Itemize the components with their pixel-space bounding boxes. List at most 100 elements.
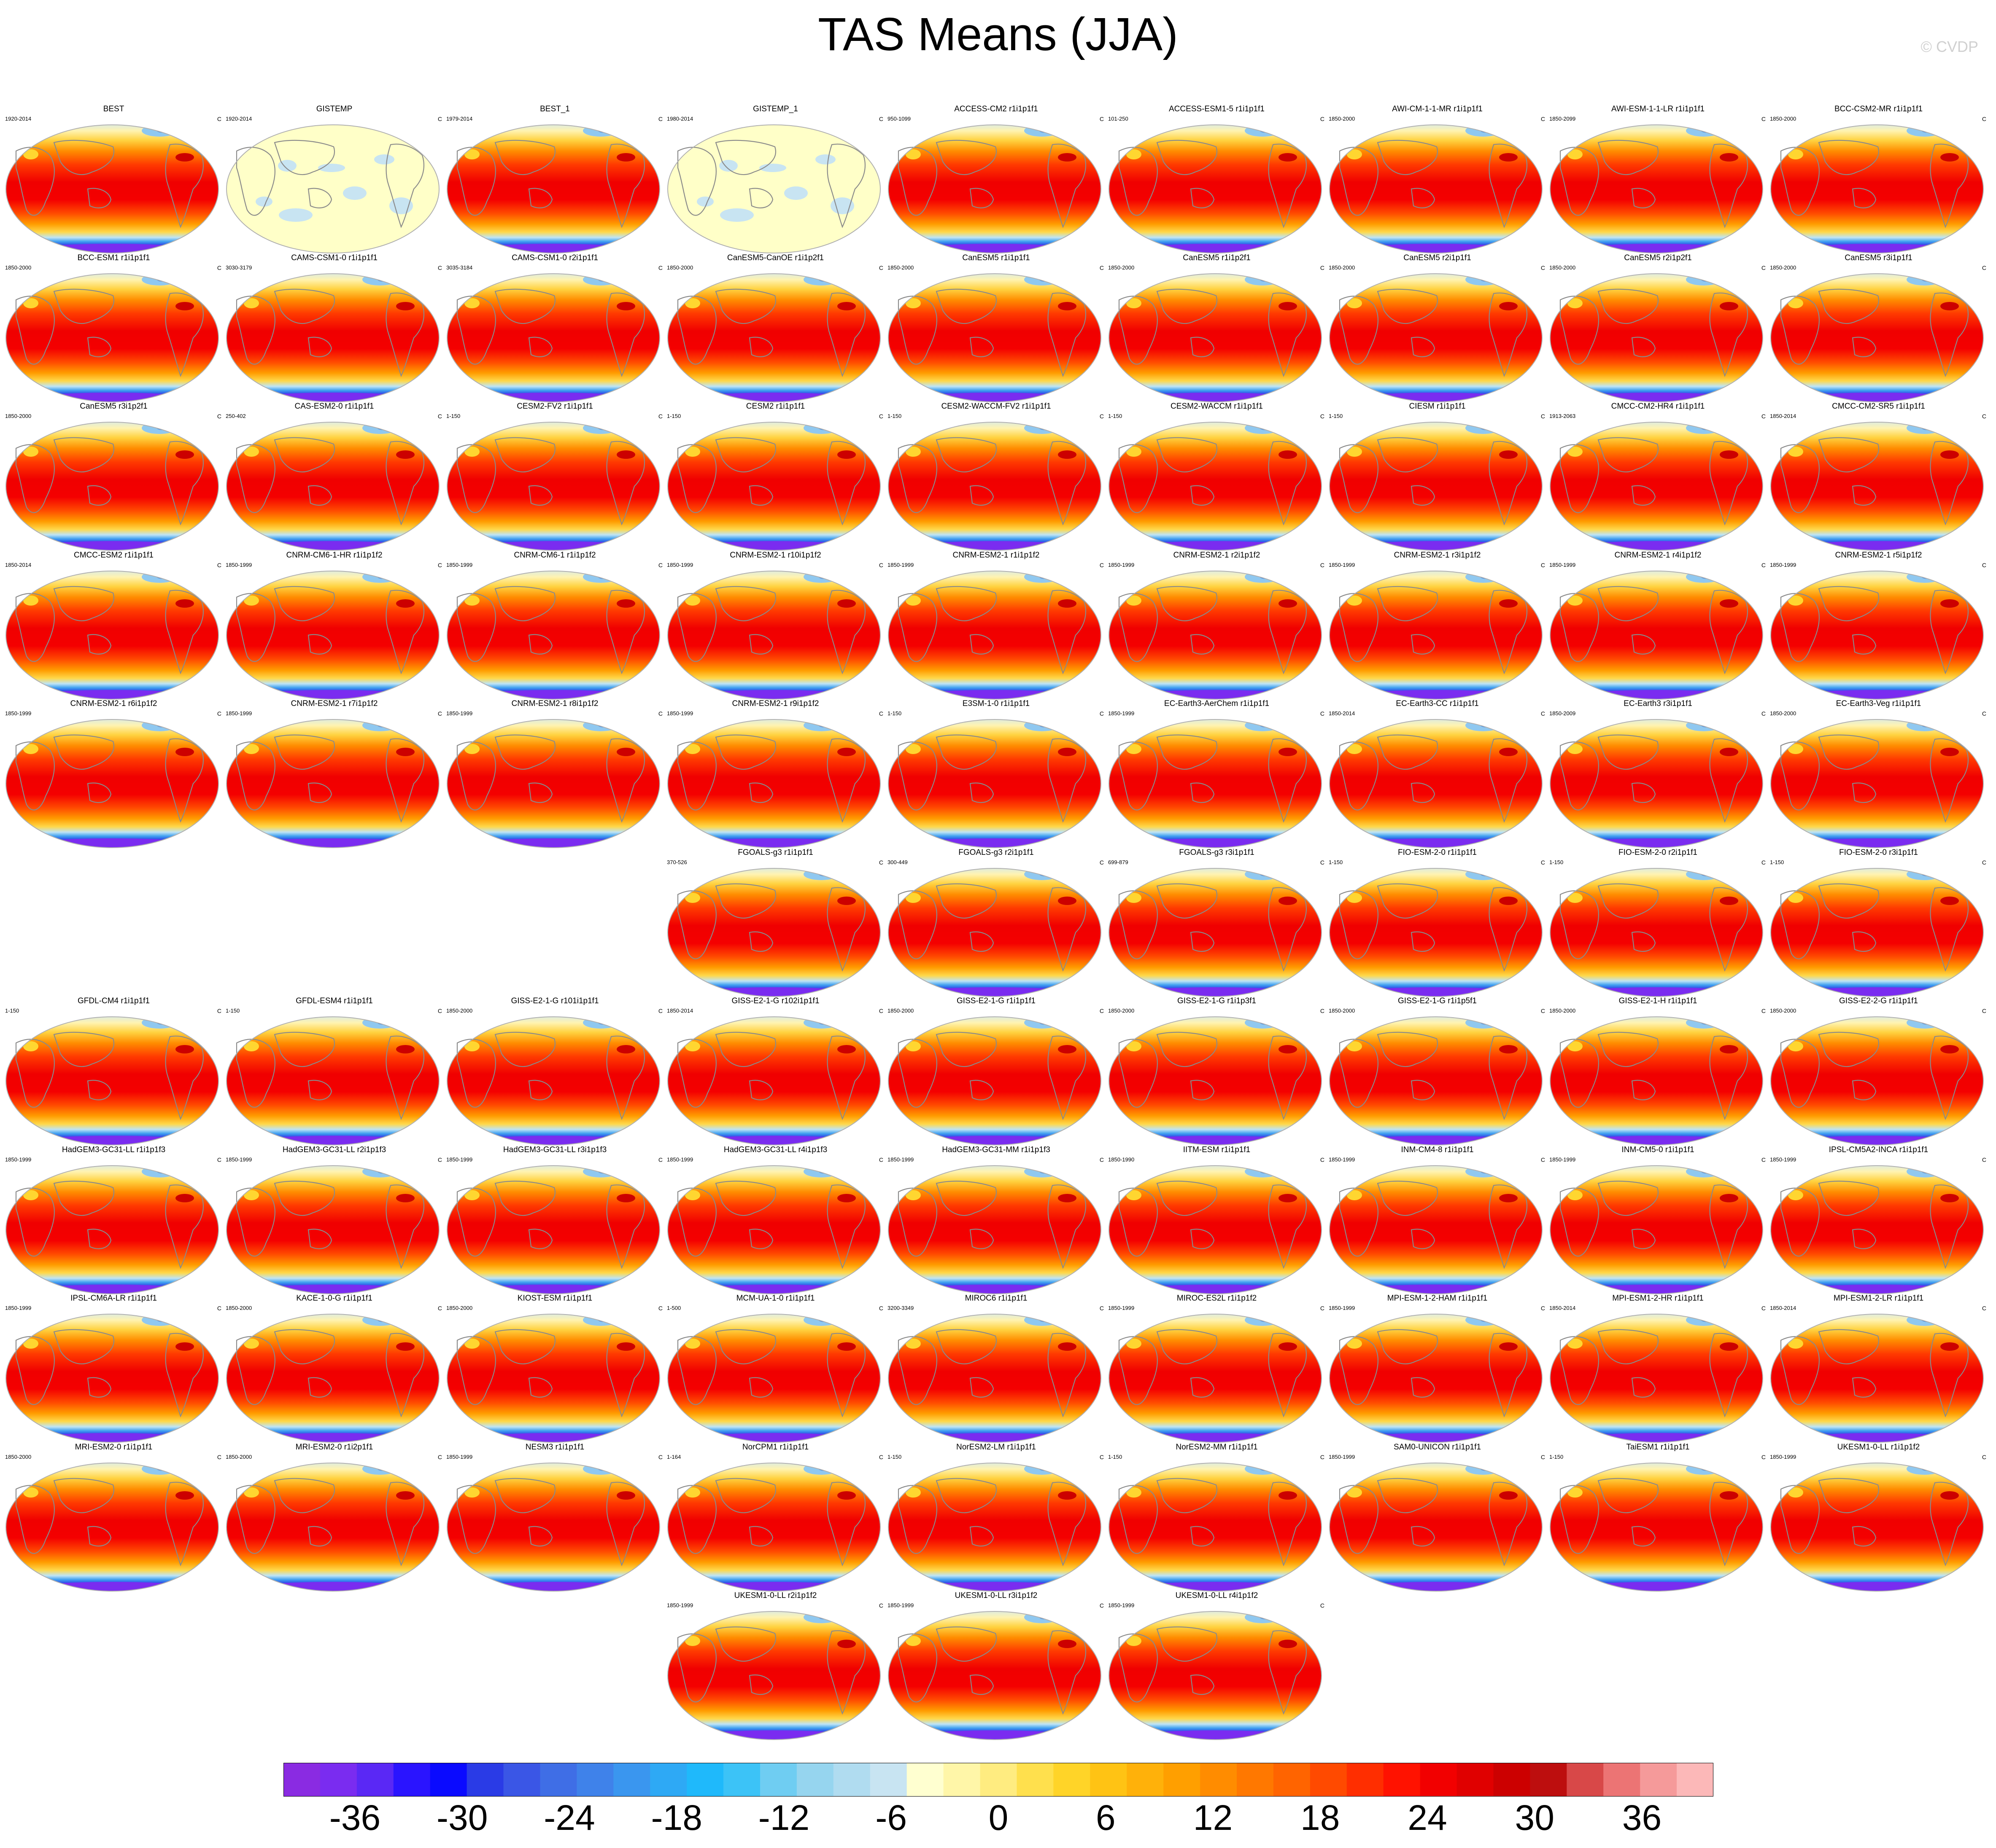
panel-unit: C xyxy=(658,1156,663,1163)
map-svg xyxy=(226,1462,440,1592)
map-field xyxy=(1330,1463,1542,1591)
map-outline xyxy=(887,1165,1102,1294)
coastline xyxy=(715,1032,776,1067)
map-panel: HadGEM3-GC31-LL r4i1p1f3 1850-1999 C xyxy=(665,1145,886,1294)
coastline xyxy=(1118,741,1158,811)
map-panel: IPSL-CM5A2-INCA r1i1p1f1 1850-1999 C xyxy=(1768,1145,1989,1294)
coastline xyxy=(1268,738,1307,823)
coastline xyxy=(1852,188,1877,209)
map-svg xyxy=(5,124,219,253)
panel-period: 1850-1999 xyxy=(1770,561,1796,568)
panel-period: 1850-2000 xyxy=(667,264,693,271)
map-outline xyxy=(5,1016,219,1145)
panel-unit: C xyxy=(1761,1305,1766,1312)
coastline xyxy=(606,1333,645,1417)
map-panel: GFDL-CM4 r1i1p1f1 1-150 C xyxy=(3,997,224,1145)
coastline xyxy=(1489,738,1527,823)
coastline xyxy=(1597,1180,1659,1216)
map-svg xyxy=(1108,124,1322,253)
coastline xyxy=(274,437,335,473)
map-panel: MIROC6 r1i1p1f1 3200-3349 C xyxy=(886,1294,1106,1443)
panel-title: HadGEM3-GC31-LL r1i1p1f3 xyxy=(62,1145,166,1154)
map-outline xyxy=(1108,570,1322,700)
panel-title: FIO-ESM-2-0 r3i1p1f1 xyxy=(1839,848,1918,857)
map-field xyxy=(668,273,880,402)
coastline xyxy=(1411,485,1435,506)
panel-unit: C xyxy=(1761,116,1766,122)
map-panel: NorESM2-MM r1i1p1f1 1-150 C xyxy=(1106,1443,1327,1592)
panel-unit: C xyxy=(1982,1008,1986,1014)
colorbar-swatch xyxy=(1127,1763,1164,1797)
coastline xyxy=(1930,1333,1969,1417)
panel-unit: C xyxy=(1540,1305,1545,1312)
map-panel: INM-CM4-8 r1i1p1f1 1850-1999 C xyxy=(1327,1145,1548,1294)
coastline xyxy=(1709,1035,1748,1120)
map-field xyxy=(888,273,1101,402)
panel-title: CNRM-ESM2-1 r10i1p1f2 xyxy=(730,550,821,560)
colorbar-swatch xyxy=(1457,1763,1494,1797)
coastline xyxy=(1489,1333,1527,1417)
map-outline xyxy=(1770,1314,1984,1443)
coastline xyxy=(936,883,997,919)
coastline xyxy=(15,1484,55,1554)
map-field xyxy=(668,1165,880,1294)
map-svg xyxy=(667,124,881,253)
map-svg xyxy=(1770,719,1984,848)
map-outline xyxy=(667,1314,881,1443)
panel-title: UKESM1-0-LL r3i1p1f2 xyxy=(955,1591,1038,1600)
coastline xyxy=(749,1674,774,1695)
coastline xyxy=(606,1482,645,1566)
panel-unit: C xyxy=(1761,1156,1766,1163)
coastline xyxy=(236,741,275,811)
map-svg xyxy=(1770,124,1984,253)
panel-title: IITM-ESM r1i1p1f1 xyxy=(1183,1145,1251,1154)
panel-title: IPSL-CM5A2-INCA r1i1p1f1 xyxy=(1829,1145,1929,1154)
coastline xyxy=(1709,1482,1748,1566)
colorbar-swatch xyxy=(980,1763,1017,1797)
coastline xyxy=(1852,1228,1877,1249)
panel-title: NorESM2-LM r1i1p1f1 xyxy=(956,1442,1036,1452)
map-outline xyxy=(1549,422,1764,551)
panel-unit: C xyxy=(879,561,883,568)
panel-title: CMCC-ESM2 r1i1p1f1 xyxy=(74,550,154,560)
colorbar-swatch xyxy=(650,1763,687,1797)
map-outline xyxy=(1329,1016,1543,1145)
panel-title: HadGEM3-GC31-LL r3i1p1f3 xyxy=(503,1145,607,1154)
panel-title: TaiESM1 r1i1p1f1 xyxy=(1626,1442,1690,1452)
panel-title: CESM2 r1i1p1f1 xyxy=(746,402,805,411)
map-field xyxy=(1550,273,1763,402)
map-panel: NorCPM1 r1i1p1f1 1-164 C xyxy=(665,1443,886,1592)
colorbar-swatch xyxy=(687,1763,724,1797)
coastline xyxy=(1559,295,1599,364)
panel-period: 950-1099 xyxy=(887,116,911,122)
coastline xyxy=(1489,590,1527,674)
coastline xyxy=(969,1228,994,1249)
map-field xyxy=(6,719,218,848)
map-outline xyxy=(1549,273,1764,402)
map-panel: FIO-ESM-2-0 r1i1p1f1 1-150 C xyxy=(1327,848,1548,997)
coastline xyxy=(528,485,553,506)
coastline xyxy=(715,288,776,324)
panel-title: FGOALS-g3 r1i1p1f1 xyxy=(738,848,813,857)
map-field xyxy=(227,719,439,848)
colorbar-swatch xyxy=(1530,1763,1567,1797)
coastline xyxy=(386,143,424,228)
panel-title: GISS-E2-1-G r1i1p5f1 xyxy=(1398,997,1477,1005)
map-outline xyxy=(1329,124,1543,253)
map-field xyxy=(668,125,880,253)
coastline xyxy=(15,295,55,364)
panel-period: 1850-2014 xyxy=(667,1008,693,1014)
map-svg xyxy=(446,1462,661,1592)
map-panel: GISS-E2-1-H r1i1p1f1 1850-2000 C xyxy=(1548,997,1768,1145)
coastline xyxy=(1156,288,1217,324)
coastline xyxy=(898,147,937,216)
panel-title: CNRM-ESM2-1 r8i1p1f2 xyxy=(511,699,599,708)
map-field xyxy=(1330,868,1542,997)
panel-unit: C xyxy=(658,264,663,271)
panel-unit: C xyxy=(1320,1305,1324,1312)
panel-title: EC-Earth3-CC r1i1p1f1 xyxy=(1396,699,1479,708)
panel-unit: C xyxy=(1982,710,1986,717)
coastline xyxy=(677,295,717,364)
panel-unit: C xyxy=(1099,1156,1104,1163)
panel-period: 1850-1999 xyxy=(1549,561,1576,568)
